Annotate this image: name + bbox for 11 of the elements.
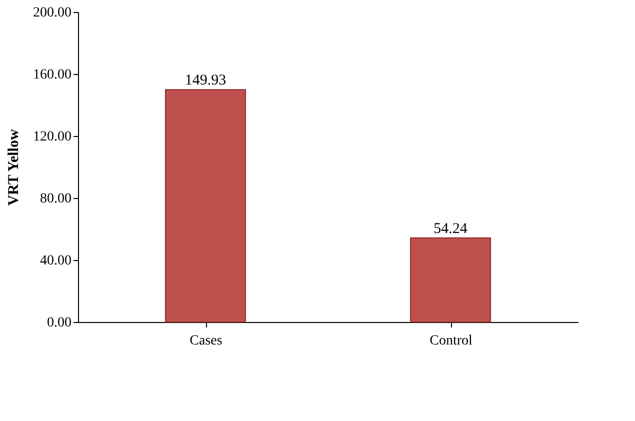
y-tick-label: 160.00 <box>33 68 72 82</box>
y-tick-label: 200.00 <box>33 6 72 20</box>
y-tick-label: 80.00 <box>40 192 72 206</box>
data-label: 149.93 <box>184 72 226 89</box>
y-tick-label: 120.00 <box>33 130 72 144</box>
x-tick-label: Control <box>430 334 472 348</box>
y-tick-label: 40.00 <box>40 254 72 268</box>
y-tick-label: 0.00 <box>47 316 72 330</box>
data-label: 54.24 <box>434 220 468 237</box>
x-tick-label: Cases <box>190 334 222 348</box>
y-axis-title: VRT Yellow <box>6 129 22 206</box>
